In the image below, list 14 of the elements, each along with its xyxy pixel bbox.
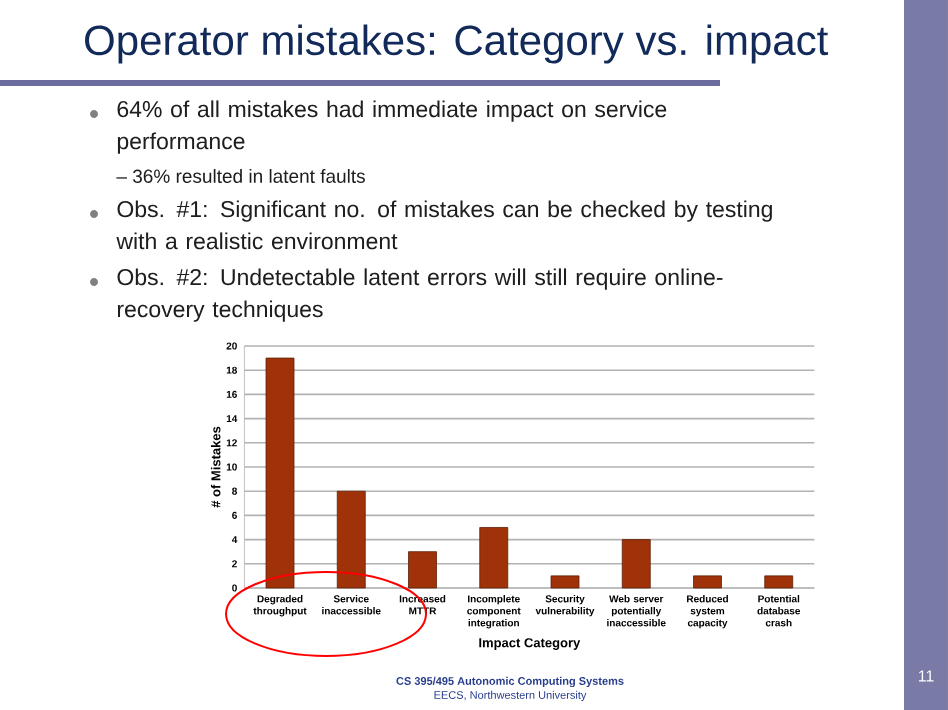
text: – 36% resulted in latent faults — [116, 169, 365, 183]
bar — [621, 539, 651, 589]
text: Obs. #1: Significant no. of mistakes can be checked by testing with a realistic environment — [116, 200, 772, 250]
bar — [336, 490, 366, 589]
bar — [764, 575, 794, 589]
text: 11 — [918, 670, 934, 682]
bar — [693, 575, 722, 589]
bar — [408, 551, 437, 589]
chart-title: Operator mistakes: Category vs. impact — [85, 24, 829, 64]
bar — [550, 575, 580, 589]
text: 64% of all mistakes had immediate impact on service performance — [117, 100, 667, 154]
bar — [265, 357, 295, 589]
bar — [479, 527, 509, 589]
text: Obs. #2: Undetectable latent errors will still require online-recovery techniques — [117, 268, 723, 322]
